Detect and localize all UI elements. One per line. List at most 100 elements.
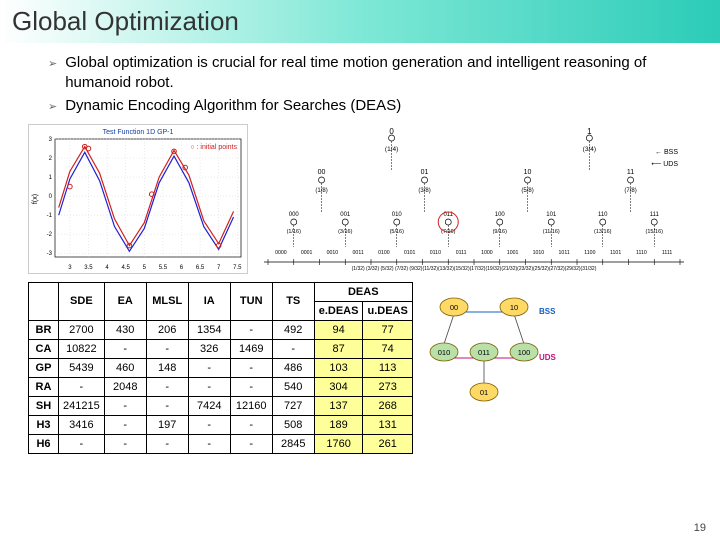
- svg-text:-1: -1: [47, 213, 53, 219]
- table-cell: -: [188, 358, 230, 377]
- svg-text:0001: 0001: [301, 250, 313, 256]
- svg-text:1010: 1010: [533, 250, 545, 256]
- svg-text:5: 5: [143, 265, 147, 271]
- table-row: GP5439460148--486103113: [29, 358, 413, 377]
- chart-testfunction: 33.544.555.566.577.5-3-2-10123Test Funct…: [28, 124, 248, 274]
- bullet-arrow-icon: ➢: [48, 57, 57, 70]
- table-cell: -: [104, 339, 146, 358]
- svg-text:6.5: 6.5: [196, 265, 205, 271]
- svg-text:00: 00: [318, 169, 326, 176]
- table-cell: 326: [188, 339, 230, 358]
- table-cell: 2845: [272, 434, 314, 453]
- table-cell: 508: [272, 415, 314, 434]
- table-cell: 486: [272, 358, 314, 377]
- svg-text:101: 101: [546, 212, 557, 218]
- svg-text:10: 10: [524, 169, 532, 176]
- svg-text:1101: 1101: [610, 250, 621, 256]
- svg-text:1001: 1001: [507, 250, 519, 256]
- table-cell: -: [230, 358, 272, 377]
- svg-text:1: 1: [49, 175, 53, 181]
- table-header: [29, 282, 59, 320]
- svg-text:5.5: 5.5: [159, 265, 168, 271]
- svg-text:010: 010: [438, 348, 451, 357]
- svg-text:100: 100: [518, 348, 531, 357]
- svg-text:7.5: 7.5: [233, 265, 242, 271]
- bullet-text: Dynamic Encoding Algorithm for Searches …: [65, 96, 401, 116]
- table-cell: -: [230, 377, 272, 396]
- svg-text:6: 6: [180, 265, 184, 271]
- table-cell: 94: [314, 320, 363, 339]
- svg-text:f(x): f(x): [32, 194, 39, 204]
- table-cell: 2048: [104, 377, 146, 396]
- table-cell: -: [230, 434, 272, 453]
- table-cell: 12160: [230, 396, 272, 415]
- slide-body: ➢Global optimization is crucial for real…: [0, 43, 720, 458]
- table-cell: -: [104, 396, 146, 415]
- table-cell: -: [146, 377, 188, 396]
- svg-text:111: 111: [650, 212, 660, 218]
- table-cell: 10822: [59, 339, 105, 358]
- table-cell: 1469: [230, 339, 272, 358]
- table-cell: -: [146, 434, 188, 453]
- table-row: SH241215--742412160727137268: [29, 396, 413, 415]
- table-row: BR27004302061354-4929477: [29, 320, 413, 339]
- table-cell: 241215: [59, 396, 105, 415]
- slide-title: Global Optimization: [12, 6, 708, 37]
- table-cell: 148: [146, 358, 188, 377]
- table-row: RA-2048---540304273: [29, 377, 413, 396]
- svg-text:3: 3: [49, 137, 53, 143]
- table-cell: 268: [363, 396, 412, 415]
- svg-text:00: 00: [450, 303, 458, 312]
- table-cell: 113: [363, 358, 412, 377]
- mini-diagram: 001001001110001BSSUDS: [419, 282, 559, 412]
- table-cell: 261: [363, 434, 412, 453]
- table-row: H33416-197--508189131: [29, 415, 413, 434]
- svg-text:BSS: BSS: [539, 307, 556, 316]
- table-cell: 87: [314, 339, 363, 358]
- table-cell: 1760: [314, 434, 363, 453]
- table-cell: 273: [363, 377, 412, 396]
- table-header: SDE: [59, 282, 105, 320]
- table-cell: -: [146, 396, 188, 415]
- svg-text:1100: 1100: [584, 250, 595, 256]
- table-row: H6-----28451760261: [29, 434, 413, 453]
- table-cell: 1354: [188, 320, 230, 339]
- svg-text:110: 110: [598, 212, 608, 218]
- table-row: SDEEAMLSLIATUNTSDEASe.DEASu.DEASBR270043…: [28, 282, 692, 454]
- table-cell: 2700: [59, 320, 105, 339]
- svg-text:1: 1: [587, 127, 592, 136]
- table-cell: 77: [363, 320, 412, 339]
- table-cell: 131: [363, 415, 412, 434]
- table-subheader: e.DEAS: [314, 301, 363, 320]
- svg-text:-2: -2: [47, 232, 53, 238]
- svg-text:011: 011: [478, 348, 490, 357]
- results-table: SDEEAMLSLIATUNTSDEASe.DEASu.DEASBR270043…: [28, 282, 413, 454]
- table-row: CA10822--3261469-8774: [29, 339, 413, 358]
- table-cell: -: [230, 320, 272, 339]
- svg-text:01: 01: [421, 169, 429, 176]
- row-key: H3: [29, 415, 59, 434]
- tree-diagram-svg: 0000000100100011010001010110011110001001…: [254, 124, 694, 272]
- table-cell: -: [188, 377, 230, 396]
- svg-text:3: 3: [68, 265, 72, 271]
- row-key: GP: [29, 358, 59, 377]
- svg-text:7: 7: [217, 265, 221, 271]
- svg-text:1111: 1111: [662, 250, 672, 256]
- table-cell: -: [272, 339, 314, 358]
- diagram-tree: 0000000100100011010001010110011110001001…: [254, 124, 694, 274]
- table-cell: 137: [314, 396, 363, 415]
- table-cell: 430: [104, 320, 146, 339]
- svg-text:3.5: 3.5: [84, 265, 93, 271]
- bullet-item: ➢Dynamic Encoding Algorithm for Searches…: [48, 96, 692, 116]
- svg-text:(1/32) (3/32) (5/32) (7/32) (9: (1/32) (3/32) (5/32) (7/32) (9/32)(11/32…: [352, 266, 597, 272]
- figures-row: 33.544.555.566.577.5-3-2-10123Test Funct…: [28, 124, 692, 274]
- svg-text:4: 4: [105, 265, 109, 271]
- table-cell: 5439: [59, 358, 105, 377]
- table-cell: 3416: [59, 415, 105, 434]
- svg-text:0100: 0100: [378, 250, 390, 256]
- table-cell: 74: [363, 339, 412, 358]
- table-cell: 189: [314, 415, 363, 434]
- row-key: H6: [29, 434, 59, 453]
- slide-header: Global Optimization: [0, 0, 720, 43]
- table-header: IA: [188, 282, 230, 320]
